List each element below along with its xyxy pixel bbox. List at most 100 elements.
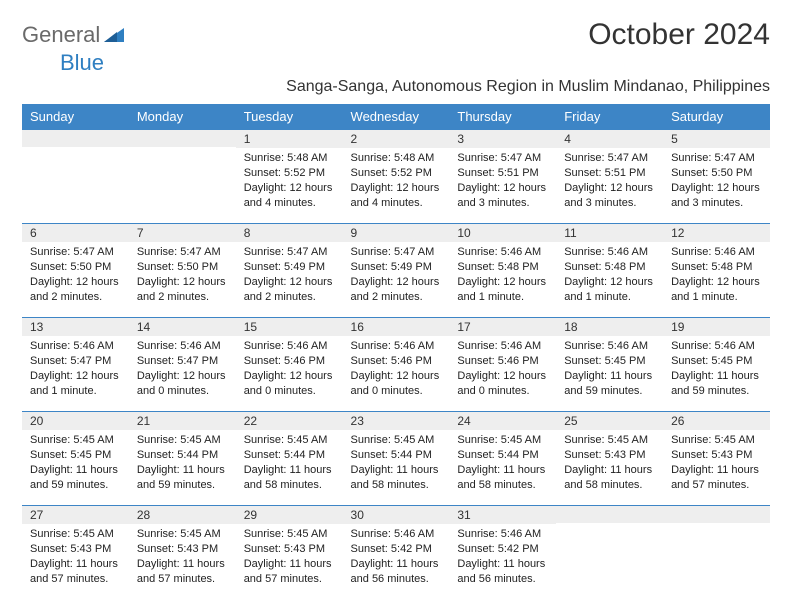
- sunset-text: Sunset: 5:52 PM: [351, 166, 444, 181]
- day-number: 21: [129, 412, 236, 430]
- day-details: Sunrise: 5:45 AMSunset: 5:44 PMDaylight:…: [343, 430, 450, 495]
- day-details: Sunrise: 5:47 AMSunset: 5:51 PMDaylight:…: [449, 148, 556, 213]
- day-number: 11: [556, 224, 663, 242]
- sunset-text: Sunset: 5:42 PM: [457, 542, 550, 557]
- day-number: 15: [236, 318, 343, 336]
- day-number: 12: [663, 224, 770, 242]
- day-details: Sunrise: 5:45 AMSunset: 5:44 PMDaylight:…: [236, 430, 343, 495]
- calendar-day-cell: 6Sunrise: 5:47 AMSunset: 5:50 PMDaylight…: [22, 224, 129, 318]
- sunset-text: Sunset: 5:50 PM: [30, 260, 123, 275]
- daylight-text: Daylight: 12 hours and 4 minutes.: [244, 181, 337, 211]
- day-details: Sunrise: 5:47 AMSunset: 5:49 PMDaylight:…: [343, 242, 450, 307]
- sunrise-text: Sunrise: 5:47 AM: [564, 151, 657, 166]
- calendar-day-cell: 4Sunrise: 5:47 AMSunset: 5:51 PMDaylight…: [556, 130, 663, 224]
- daylight-text: Daylight: 12 hours and 2 minutes.: [30, 275, 123, 305]
- daylight-text: Daylight: 12 hours and 4 minutes.: [351, 181, 444, 211]
- sunrise-text: Sunrise: 5:45 AM: [671, 433, 764, 448]
- daylight-text: Daylight: 11 hours and 58 minutes.: [351, 463, 444, 493]
- day-details: Sunrise: 5:46 AMSunset: 5:46 PMDaylight:…: [236, 336, 343, 401]
- day-details: Sunrise: 5:46 AMSunset: 5:42 PMDaylight:…: [449, 524, 556, 589]
- day-details: Sunrise: 5:45 AMSunset: 5:43 PMDaylight:…: [236, 524, 343, 589]
- sunrise-text: Sunrise: 5:46 AM: [244, 339, 337, 354]
- sunset-text: Sunset: 5:48 PM: [457, 260, 550, 275]
- day-header: Monday: [129, 104, 236, 130]
- sunrise-text: Sunrise: 5:47 AM: [457, 151, 550, 166]
- sunset-text: Sunset: 5:42 PM: [351, 542, 444, 557]
- sunset-text: Sunset: 5:48 PM: [671, 260, 764, 275]
- day-number: 7: [129, 224, 236, 242]
- sunrise-text: Sunrise: 5:47 AM: [30, 245, 123, 260]
- day-number: 22: [236, 412, 343, 430]
- daylight-text: Daylight: 12 hours and 2 minutes.: [137, 275, 230, 305]
- daylight-text: Daylight: 12 hours and 1 minute.: [30, 369, 123, 399]
- sunrise-text: Sunrise: 5:46 AM: [137, 339, 230, 354]
- day-details: Sunrise: 5:46 AMSunset: 5:45 PMDaylight:…: [663, 336, 770, 401]
- calendar-day-cell: 31Sunrise: 5:46 AMSunset: 5:42 PMDayligh…: [449, 506, 556, 596]
- daylight-text: Daylight: 12 hours and 3 minutes.: [457, 181, 550, 211]
- sunrise-text: Sunrise: 5:48 AM: [351, 151, 444, 166]
- sunrise-text: Sunrise: 5:46 AM: [351, 339, 444, 354]
- sunset-text: Sunset: 5:52 PM: [244, 166, 337, 181]
- day-details: Sunrise: 5:45 AMSunset: 5:43 PMDaylight:…: [22, 524, 129, 589]
- day-number: 8: [236, 224, 343, 242]
- calendar-header: SundayMondayTuesdayWednesdayThursdayFrid…: [22, 104, 770, 130]
- day-number: 29: [236, 506, 343, 524]
- sunset-text: Sunset: 5:45 PM: [671, 354, 764, 369]
- sunset-text: Sunset: 5:43 PM: [30, 542, 123, 557]
- daylight-text: Daylight: 11 hours and 57 minutes.: [30, 557, 123, 587]
- sunset-text: Sunset: 5:47 PM: [30, 354, 123, 369]
- day-number: 9: [343, 224, 450, 242]
- sunset-text: Sunset: 5:46 PM: [244, 354, 337, 369]
- sunset-text: Sunset: 5:44 PM: [137, 448, 230, 463]
- day-number: 31: [449, 506, 556, 524]
- calendar-day-cell: [22, 130, 129, 224]
- calendar-day-cell: 8Sunrise: 5:47 AMSunset: 5:49 PMDaylight…: [236, 224, 343, 318]
- sunset-text: Sunset: 5:43 PM: [244, 542, 337, 557]
- sunset-text: Sunset: 5:47 PM: [137, 354, 230, 369]
- calendar-day-cell: 11Sunrise: 5:46 AMSunset: 5:48 PMDayligh…: [556, 224, 663, 318]
- calendar-day-cell: 22Sunrise: 5:45 AMSunset: 5:44 PMDayligh…: [236, 412, 343, 506]
- page-title: October 2024: [588, 18, 770, 52]
- day-number: 5: [663, 130, 770, 148]
- daylight-text: Daylight: 11 hours and 57 minutes.: [137, 557, 230, 587]
- sunrise-text: Sunrise: 5:47 AM: [244, 245, 337, 260]
- daylight-text: Daylight: 11 hours and 59 minutes.: [30, 463, 123, 493]
- calendar-day-cell: 23Sunrise: 5:45 AMSunset: 5:44 PMDayligh…: [343, 412, 450, 506]
- sunset-text: Sunset: 5:50 PM: [671, 166, 764, 181]
- day-details: [22, 147, 129, 153]
- sunrise-text: Sunrise: 5:45 AM: [244, 433, 337, 448]
- calendar-day-cell: 1Sunrise: 5:48 AMSunset: 5:52 PMDaylight…: [236, 130, 343, 224]
- daylight-text: Daylight: 12 hours and 0 minutes.: [457, 369, 550, 399]
- day-header: Friday: [556, 104, 663, 130]
- day-details: Sunrise: 5:48 AMSunset: 5:52 PMDaylight:…: [236, 148, 343, 213]
- sunset-text: Sunset: 5:51 PM: [457, 166, 550, 181]
- day-details: Sunrise: 5:45 AMSunset: 5:44 PMDaylight:…: [129, 430, 236, 495]
- daylight-text: Daylight: 12 hours and 0 minutes.: [351, 369, 444, 399]
- sunrise-text: Sunrise: 5:46 AM: [671, 245, 764, 260]
- daylight-text: Daylight: 11 hours and 57 minutes.: [244, 557, 337, 587]
- day-number: [129, 130, 236, 147]
- sunrise-text: Sunrise: 5:45 AM: [30, 433, 123, 448]
- sunrise-text: Sunrise: 5:47 AM: [351, 245, 444, 260]
- calendar-day-cell: 28Sunrise: 5:45 AMSunset: 5:43 PMDayligh…: [129, 506, 236, 596]
- daylight-text: Daylight: 12 hours and 1 minute.: [457, 275, 550, 305]
- sunrise-text: Sunrise: 5:45 AM: [564, 433, 657, 448]
- day-number: 10: [449, 224, 556, 242]
- sunrise-text: Sunrise: 5:46 AM: [30, 339, 123, 354]
- calendar-day-cell: [663, 506, 770, 596]
- calendar-page: General October 2024 Blue Sanga-Sanga, A…: [0, 0, 792, 608]
- day-details: Sunrise: 5:47 AMSunset: 5:50 PMDaylight:…: [129, 242, 236, 307]
- day-number: 2: [343, 130, 450, 148]
- sunrise-text: Sunrise: 5:45 AM: [137, 527, 230, 542]
- day-number: 20: [22, 412, 129, 430]
- daylight-text: Daylight: 12 hours and 2 minutes.: [351, 275, 444, 305]
- calendar-day-cell: 10Sunrise: 5:46 AMSunset: 5:48 PMDayligh…: [449, 224, 556, 318]
- sunset-text: Sunset: 5:43 PM: [671, 448, 764, 463]
- calendar-week-row: 6Sunrise: 5:47 AMSunset: 5:50 PMDaylight…: [22, 224, 770, 318]
- sunset-text: Sunset: 5:44 PM: [244, 448, 337, 463]
- sunrise-text: Sunrise: 5:46 AM: [457, 527, 550, 542]
- day-number: 1: [236, 130, 343, 148]
- location-subtitle: Sanga-Sanga, Autonomous Region in Muslim…: [22, 78, 770, 96]
- daylight-text: Daylight: 11 hours and 58 minutes.: [457, 463, 550, 493]
- day-details: Sunrise: 5:47 AMSunset: 5:51 PMDaylight:…: [556, 148, 663, 213]
